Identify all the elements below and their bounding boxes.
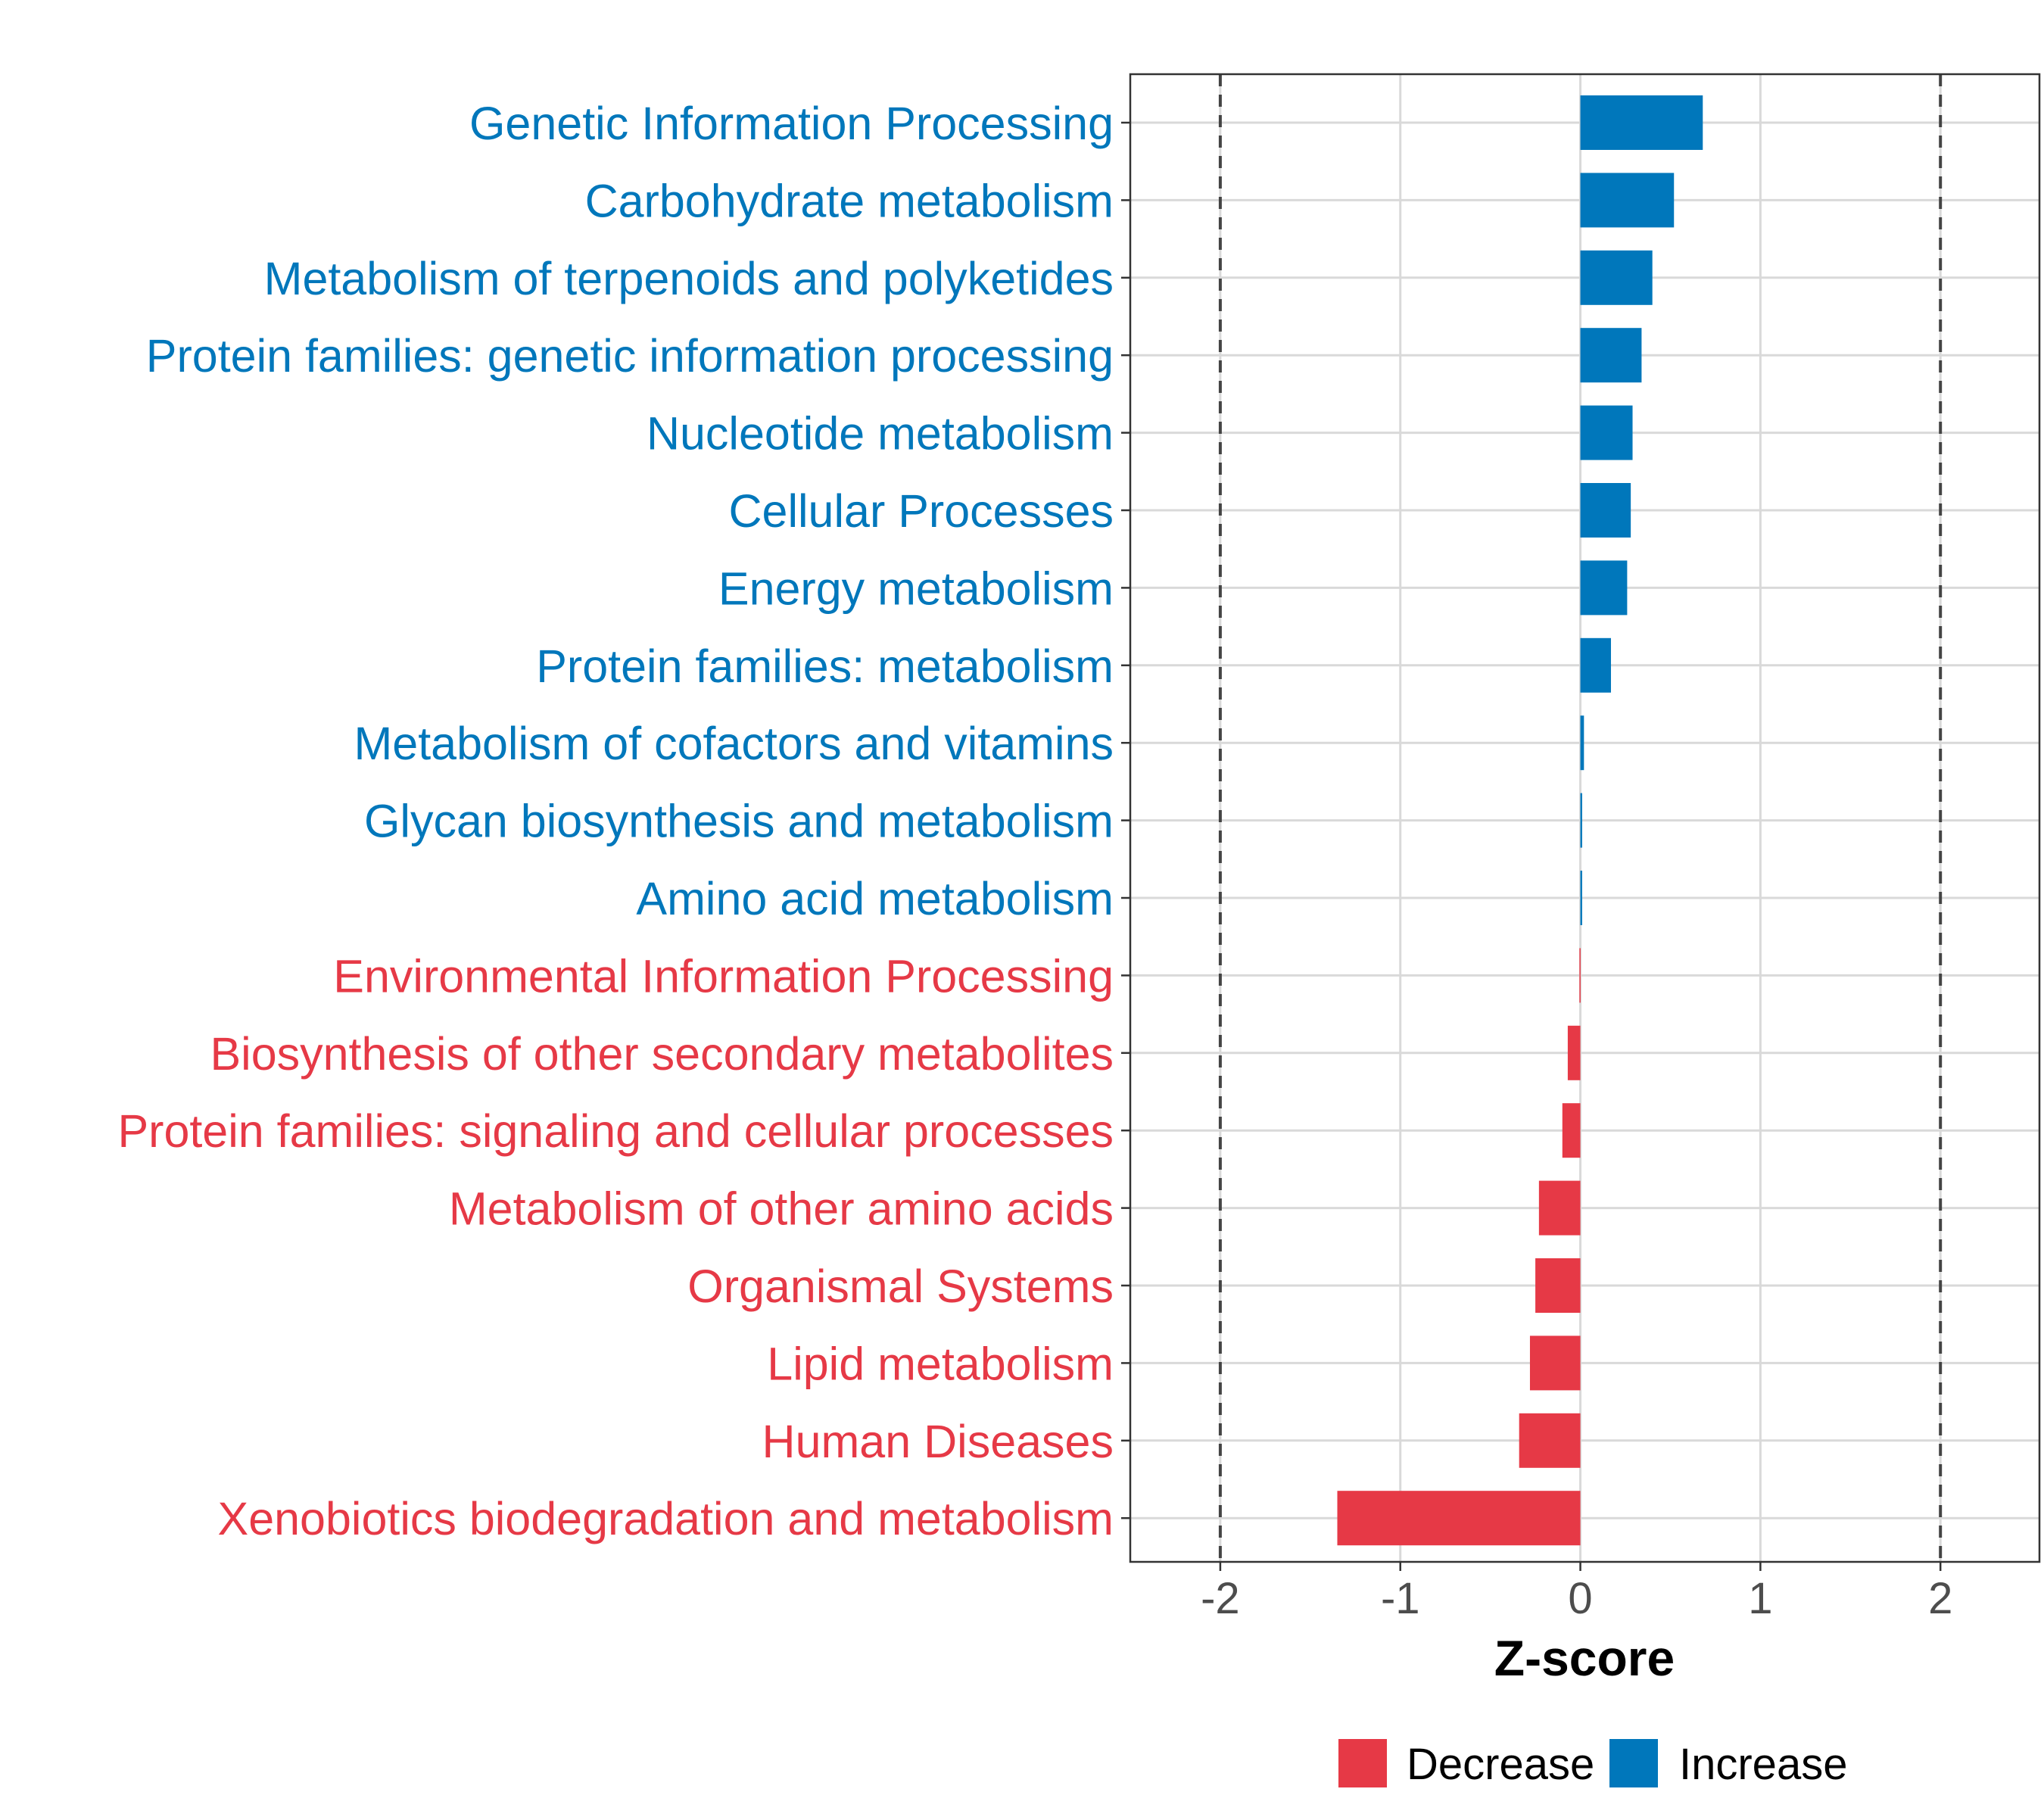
bar-decrease xyxy=(1529,1335,1581,1391)
bar-increase xyxy=(1580,793,1582,848)
bar-increase xyxy=(1580,250,1653,305)
y-tick-label: Environmental Information Processing xyxy=(333,950,1114,1002)
bar-increase xyxy=(1580,637,1611,693)
y-tick-label: Glycan biosynthesis and metabolism xyxy=(364,796,1114,847)
y-tick-label: Human Diseases xyxy=(762,1416,1114,1467)
y-tick-label: Metabolism of terpenoids and polyketides xyxy=(264,253,1114,304)
bar-increase xyxy=(1580,328,1642,383)
bar-decrease xyxy=(1579,948,1581,1003)
legend-key-decrease xyxy=(1338,1739,1387,1787)
bar-increase xyxy=(1580,173,1675,228)
y-tick-label: Protein families: genetic information pr… xyxy=(146,330,1114,382)
y-tick-label: Protein families: signaling and cellular… xyxy=(117,1105,1114,1157)
bar-increase xyxy=(1580,871,1582,925)
x-axis: -2 -1 0 1 2 xyxy=(1201,1562,1952,1623)
bar-increase xyxy=(1580,405,1633,460)
y-tick-label: Xenobiotics biodegradation and metabolis… xyxy=(218,1493,1114,1544)
y-tick-label: Amino acid metabolism xyxy=(636,873,1114,924)
y-tick-label: Organismal Systems xyxy=(687,1261,1114,1312)
bar-increase xyxy=(1580,715,1584,771)
plot-panel-border xyxy=(1129,73,2041,1563)
y-axis: Genetic Information Processing Carbohydra… xyxy=(117,98,1130,1544)
bar-increase xyxy=(1580,483,1631,538)
legend-key-increase xyxy=(1609,1739,1658,1787)
bar-increase xyxy=(1580,95,1703,150)
bar-decrease xyxy=(1519,1413,1581,1468)
x-axis-title: Z-score xyxy=(1494,1630,1675,1686)
y-tick-label: Metabolism of other amino acids xyxy=(449,1183,1114,1235)
reference-lines xyxy=(1218,74,1943,1562)
y-tick-label: Biosynthesis of other secondary metaboli… xyxy=(210,1028,1114,1080)
y-tick-label: Energy metabolism xyxy=(718,563,1114,614)
y-tick-label: Genetic Information Processing xyxy=(469,98,1114,149)
y-tick-label: Cellular Processes xyxy=(728,485,1114,537)
x-tick-label: -1 xyxy=(1381,1574,1420,1623)
legend-label-decrease: Decrease xyxy=(1407,1740,1594,1789)
y-tick-label: Protein families: metabolism xyxy=(536,640,1114,692)
x-tick-label: 1 xyxy=(1748,1574,1772,1623)
legend-label-increase: Increase xyxy=(1679,1740,1847,1789)
bar-decrease xyxy=(1337,1491,1581,1546)
x-tick-label: 0 xyxy=(1568,1574,1592,1623)
bar-decrease xyxy=(1535,1258,1581,1313)
bar-increase xyxy=(1580,560,1628,616)
y-tick-label: Lipid metabolism xyxy=(767,1338,1114,1389)
y-tick-label: Metabolism of cofactors and vitamins xyxy=(354,718,1114,769)
bar-decrease xyxy=(1562,1103,1581,1158)
y-tick-label: Nucleotide metabolism xyxy=(647,408,1114,460)
bars xyxy=(1337,95,1703,1546)
legend: Decrease Increase xyxy=(1338,1739,1847,1789)
x-tick-label: 2 xyxy=(1928,1574,1952,1623)
x-tick-label: -2 xyxy=(1201,1574,1240,1623)
bar-decrease xyxy=(1538,1180,1581,1236)
bar-decrease xyxy=(1567,1025,1581,1080)
y-tick-label: Carbohydrate metabolism xyxy=(585,175,1114,226)
